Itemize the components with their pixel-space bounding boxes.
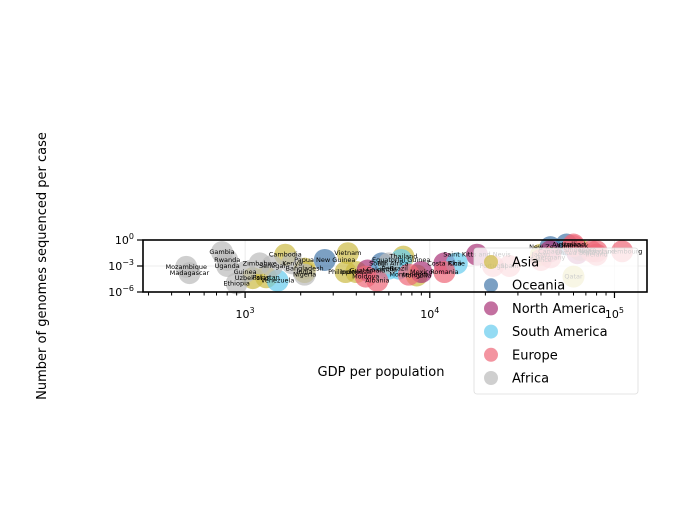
- point-label: Romania: [430, 268, 458, 276]
- data-point: [336, 242, 359, 265]
- point-label: Guinea: [234, 268, 257, 276]
- legend-box: [473, 247, 639, 395]
- legend-marker: [484, 371, 498, 385]
- y-tick-label: 100: [115, 232, 134, 247]
- point-label: Papua New Guinea: [294, 256, 355, 264]
- point-label: Indonesia: [341, 268, 372, 276]
- point-label: Mongolia: [402, 272, 431, 280]
- point-label: Brazil: [390, 265, 408, 273]
- point-label: Fiji: [377, 259, 386, 267]
- legend-marker: [484, 347, 498, 362]
- point-label: South Africa: [369, 259, 409, 267]
- x-tick-label: 105: [605, 306, 624, 321]
- data-point: [261, 255, 284, 277]
- point-label: Bangladesh: [286, 265, 324, 273]
- point-label: Nigeria: [293, 271, 316, 279]
- point-label: Uganda: [215, 262, 240, 270]
- point-label: Gambia: [209, 248, 234, 256]
- point-label: Mozambique: [165, 263, 207, 271]
- data-point: [216, 255, 239, 277]
- x-axis-ticks: 103 104 105: [148, 292, 624, 321]
- data-point: [354, 265, 377, 288]
- legend: Asia Oceania North America South America Eur…: [473, 247, 639, 395]
- data-point: [377, 252, 400, 275]
- x-axis-label: GDP per population: [318, 365, 445, 380]
- point-label: Mexico: [410, 268, 433, 276]
- data-point: [334, 261, 357, 284]
- y-tick-label: 10−6: [108, 284, 134, 299]
- legend-entry: Oceania: [512, 279, 565, 294]
- point-label: Albania: [365, 277, 389, 285]
- point-label: Ethiopia: [223, 279, 249, 287]
- point-label: Cambodia: [269, 251, 302, 259]
- point-label: Moldova: [352, 273, 379, 281]
- y-axis-ticks: 10−6 10−3 100: [108, 232, 143, 299]
- legend-entry: Asia: [512, 256, 539, 271]
- country-labels: Cambodia Vietnam Pakistan Bangladesh Thailan…: [165, 241, 642, 288]
- point-label: Denmark: [559, 242, 589, 250]
- legend-entry: South America: [512, 325, 608, 340]
- point-label: Colombia: [367, 265, 398, 273]
- x-tick-label: 103: [236, 306, 255, 321]
- point-label: Kenya: [282, 259, 302, 267]
- point-label: Uzbekistan: [235, 274, 271, 282]
- y-tick-label: 10−3: [108, 258, 134, 273]
- point-label: Montenegro: [389, 271, 428, 279]
- legend-marker: [484, 301, 498, 316]
- legend-entry: Africa: [512, 372, 549, 387]
- legend-entry: North America: [512, 302, 606, 317]
- point-label: Guatemala: [350, 267, 386, 275]
- point-label: Rwanda: [214, 256, 240, 264]
- point-label: Peru: [382, 265, 396, 273]
- data-point: [313, 248, 336, 271]
- point-label: Pakistan: [253, 273, 280, 281]
- legend-entry: Europe: [512, 348, 558, 363]
- data-point: [397, 263, 420, 286]
- point-label: Thailand: [388, 253, 417, 261]
- point-label: Vietnam: [334, 249, 361, 257]
- point-label: New Zealand: [529, 243, 572, 251]
- data-point: [178, 262, 201, 285]
- point-label: Venezuela: [261, 277, 294, 285]
- point-label: Iceland: [562, 241, 586, 249]
- point-label: Chile: [449, 259, 465, 267]
- legend-marker: [484, 324, 498, 339]
- data-point: [433, 261, 456, 284]
- data-point: [234, 261, 257, 284]
- legend-marker: [484, 255, 498, 269]
- point-label: Zimbabwe: [243, 259, 277, 267]
- point-label: Madagascar: [170, 269, 210, 277]
- legend-marker: [484, 278, 498, 293]
- point-label: Equatorial Guinea: [372, 256, 430, 264]
- point-label: Costa Rica: [427, 259, 461, 267]
- point-label: Australia: [552, 241, 581, 249]
- point-label: Philippines: [328, 268, 364, 276]
- data-point: [293, 263, 316, 286]
- y-axis-label: Number of genomes sequenced per case: [35, 132, 50, 400]
- point-label: Senegal: [259, 262, 285, 270]
- point-label: India: [297, 268, 313, 276]
- x-tick-label: 104: [420, 306, 439, 321]
